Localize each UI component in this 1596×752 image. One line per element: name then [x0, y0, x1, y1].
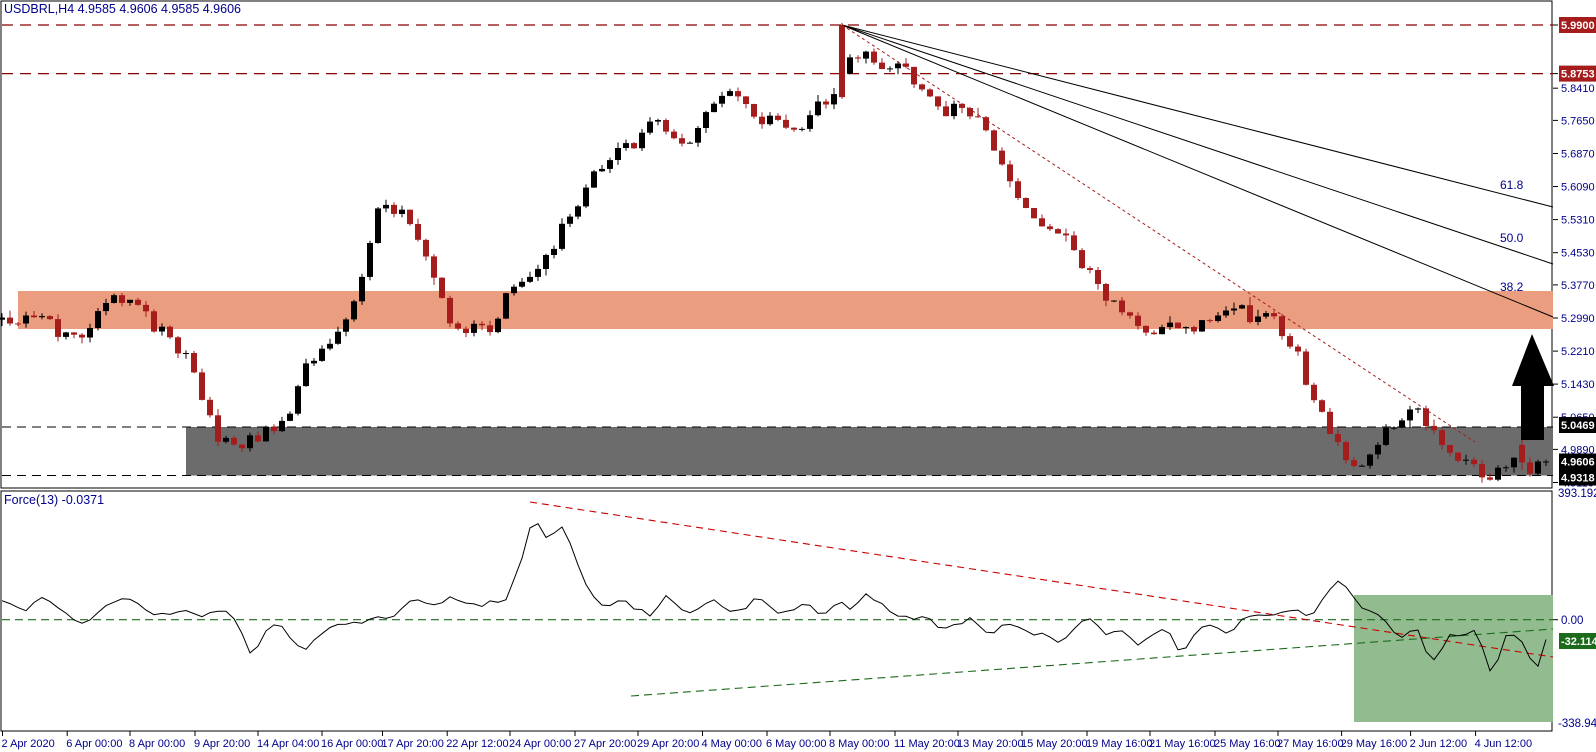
svg-text:5.6870: 5.6870 [1561, 149, 1595, 161]
svg-text:5.0469: 5.0469 [1561, 420, 1595, 432]
svg-text:6 May 00:00: 6 May 00:00 [766, 738, 827, 750]
svg-text:16 Apr 00:00: 16 Apr 00:00 [321, 738, 383, 750]
svg-text:61.8: 61.8 [1500, 178, 1524, 192]
svg-text:25 May 16:00: 25 May 16:00 [1214, 738, 1281, 750]
svg-text:15 May 20:00: 15 May 20:00 [1021, 738, 1088, 750]
svg-text:-338.942: -338.942 [1558, 718, 1596, 730]
svg-text:5.8410: 5.8410 [1561, 83, 1595, 95]
svg-text:5.5310: 5.5310 [1561, 215, 1595, 227]
svg-text:4.9318: 4.9318 [1561, 473, 1595, 485]
svg-text:4 May 00:00: 4 May 00:00 [702, 738, 763, 750]
svg-text:-32.1141: -32.1141 [1561, 636, 1596, 648]
svg-text:50.0: 50.0 [1500, 231, 1524, 245]
svg-text:5.8753: 5.8753 [1561, 69, 1595, 81]
svg-text:38.2: 38.2 [1500, 280, 1524, 294]
svg-text:27 Apr 20:00: 27 Apr 20:00 [574, 738, 636, 750]
svg-text:0.00: 0.00 [1561, 615, 1583, 627]
svg-text:22 Apr 12:00: 22 Apr 12:00 [446, 738, 508, 750]
svg-text:13 May 20:00: 13 May 20:00 [957, 738, 1024, 750]
svg-text:5.9900: 5.9900 [1561, 20, 1595, 32]
svg-text:17 Apr 20:00: 17 Apr 20:00 [382, 738, 444, 750]
svg-text:8 May 00:00: 8 May 00:00 [829, 738, 890, 750]
svg-text:5.2990: 5.2990 [1561, 313, 1595, 325]
svg-text:Force(13) -0.0371: Force(13) -0.0371 [4, 493, 104, 507]
svg-text:5.3770: 5.3770 [1561, 280, 1595, 292]
svg-text:8 Apr 00:00: 8 Apr 00:00 [129, 738, 185, 750]
svg-text:393.1929: 393.1929 [1558, 488, 1596, 500]
svg-text:9 Apr 20:00: 9 Apr 20:00 [194, 738, 250, 750]
svg-text:5.1430: 5.1430 [1561, 379, 1595, 391]
svg-text:29 Apr 20:00: 29 Apr 20:00 [637, 738, 699, 750]
svg-text:5.4530: 5.4530 [1561, 248, 1595, 260]
svg-text:29 May 16:00: 29 May 16:00 [1341, 738, 1408, 750]
svg-text:5.6090: 5.6090 [1561, 182, 1595, 194]
svg-text:2 Apr 2020: 2 Apr 2020 [2, 738, 55, 750]
svg-text:19 May 16:00: 19 May 16:00 [1086, 738, 1153, 750]
svg-text:2 Jun 12:00: 2 Jun 12:00 [1410, 738, 1468, 750]
svg-text:5.2210: 5.2210 [1561, 346, 1595, 358]
svg-text:11 May 20:00: 11 May 20:00 [894, 738, 960, 750]
svg-text:24 Apr 00:00: 24 Apr 00:00 [509, 738, 571, 750]
svg-text:21 May 16:00: 21 May 16:00 [1149, 738, 1216, 750]
svg-text:4.9606: 4.9606 [1561, 457, 1595, 469]
svg-text:5.7650: 5.7650 [1561, 115, 1595, 127]
svg-text:4 Jun 12:00: 4 Jun 12:00 [1475, 738, 1533, 750]
svg-text:6 Apr 00:00: 6 Apr 00:00 [66, 738, 122, 750]
svg-text:27 May 16:00: 27 May 16:00 [1277, 738, 1344, 750]
svg-text:14 Apr 04:00: 14 Apr 04:00 [257, 738, 319, 750]
svg-text:USDBRL,H4 4.9585 4.9606 4.958: USDBRL,H4 4.9585 4.9606 4.9585 4.9606 [4, 2, 241, 16]
